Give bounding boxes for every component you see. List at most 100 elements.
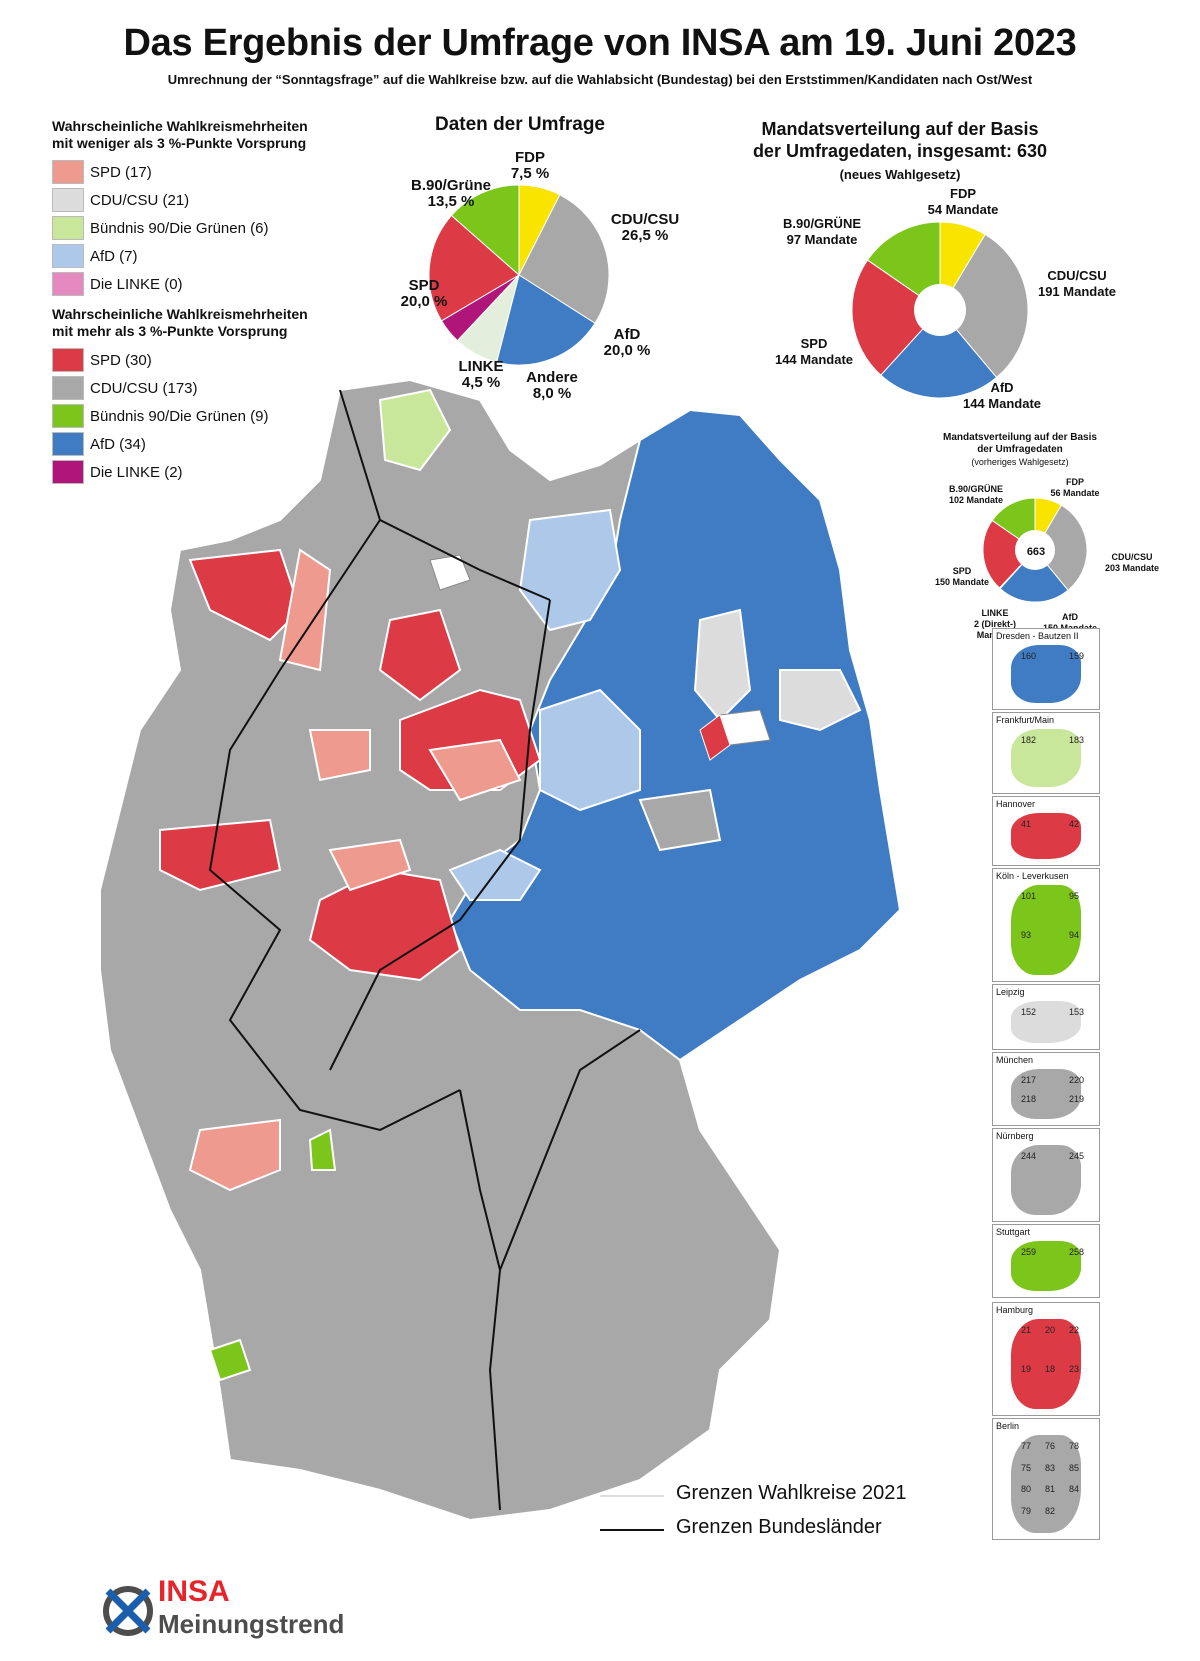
inset-constituency-number: 159 [1069, 651, 1085, 661]
map-title: Das Ergebnis der Umfrage von INSA am 19.… [123, 22, 1077, 64]
legend-over3-swatch [52, 432, 84, 456]
boundary-line-bundeslaender [600, 1529, 664, 1531]
legend-over3-label: CDU/CSU (173) [90, 379, 198, 397]
seats-old-slice-spd [982, 519, 1036, 589]
inset-area [1011, 1319, 1081, 1409]
inset-constituency-number: 217 [1021, 1075, 1037, 1085]
region-afd-light-2 [539, 688, 641, 812]
legend-over3-item: Bündnis 90/Die Grünen (9) [52, 402, 382, 430]
inset-area [1011, 729, 1081, 787]
seats-old-donut [982, 497, 1088, 603]
boundary-label-bundeslaender: Grenzen Bundesländer [676, 1516, 882, 1538]
legend-over3-swatch [52, 376, 84, 400]
poll-chart-title: Daten der Umfrage [435, 114, 605, 135]
inset-constituency-number: 245 [1069, 1151, 1085, 1161]
region-afd-east [448, 408, 902, 1062]
region-spd-berlin-ring [699, 714, 731, 761]
legend-over3-label: AfD (34) [90, 435, 146, 453]
inset-constituency-number: 41 [1021, 819, 1032, 829]
seats-new-title: Mandatsverteilung auf der Basis der Umfr… [752, 119, 1048, 182]
legend-under3-item: AfD (7) [52, 242, 382, 270]
poll-slice-afd [496, 274, 596, 366]
region-spd-light-hessen [328, 838, 412, 892]
inset-constituency-number: 220 [1069, 1075, 1085, 1085]
inset-frankfurt-main: Frankfurt/Main 182 183 [992, 712, 1100, 794]
inset-name: Frankfurt/Main [996, 715, 1055, 725]
region-spd-nds [378, 608, 462, 702]
insa-logo-icon [103, 1586, 153, 1636]
seats-old-slice-cdu-csu [1034, 504, 1088, 591]
legend-under3-item: SPD (17) [52, 158, 382, 186]
inset-area [1011, 1001, 1081, 1043]
seats-old-title: Mandatsverteilung auf der Basis der Umfr… [943, 432, 1097, 467]
region-cdu-east-3 [638, 788, 722, 852]
seats-new-label-cdu: CDU/CSU 191 Mandate [1037, 268, 1117, 299]
seats-new-label-afd: AfD 144 Mandate [962, 380, 1042, 411]
legend-over3-item: AfD (34) [52, 430, 382, 458]
legend-under3-item: Bündnis 90/Die Grünen (6) [52, 214, 382, 242]
seats-old-label-spd: SPD 150 Mandate [934, 566, 990, 587]
region-spd-light-sw [188, 1118, 281, 1192]
inset-constituency-number: 183 [1069, 735, 1085, 745]
seats-new-slice-afd [880, 309, 998, 399]
boundary-line-wahlkreise [600, 1495, 664, 1497]
inset-constituency-number: 82 [1045, 1505, 1056, 1516]
inset-constituency-number: 78 [1069, 1441, 1080, 1451]
inset-name: Hannover [996, 799, 1036, 809]
poll-label-gruene: B.90/Grüne 13,5 % [410, 177, 492, 210]
seats-new-slice-cdu-csu [939, 233, 1029, 379]
inset-name: Hamburg [996, 1305, 1034, 1315]
inset-name: München [996, 1055, 1034, 1065]
inset-hamburg: Hamburg 21 20 22 19 18 23 [992, 1302, 1100, 1416]
legend-over3-swatch [52, 348, 84, 372]
inset-constituency-number: 259 [1021, 1247, 1037, 1257]
inset-constituency-number: 18 [1045, 1364, 1056, 1374]
inset-constituency-number: 42 [1069, 819, 1080, 829]
legend-under3-swatch [52, 216, 84, 240]
inset-area [1011, 1145, 1081, 1215]
seats-new-donut [851, 221, 1029, 399]
inset-constituency-number: 75 [1021, 1462, 1032, 1473]
legend-over3-title: Wahrscheinliche Wahlkreismehrheiten mit … [52, 306, 382, 340]
legend-under3-swatch [52, 244, 84, 268]
inset-constituency-number: 19 [1021, 1364, 1032, 1374]
inset-constituency-number: 22 [1069, 1325, 1080, 1335]
inset-area [1011, 1241, 1081, 1291]
inset-name: Leipzig [996, 987, 1025, 997]
inset-constituency-number: 95 [1069, 891, 1080, 901]
region-hamburg [429, 554, 471, 591]
inset-area [1011, 1435, 1081, 1533]
inset-constituency-number: 85 [1069, 1462, 1080, 1473]
inset-name: Köln - Leverkusen [996, 871, 1069, 881]
seats-old-label-gruene: B.90/GRÜNE 102 Mandate [948, 484, 1004, 505]
seats-old-slice-afd [999, 549, 1069, 603]
legend-over3-item: Die LINKE (2) [52, 458, 382, 486]
poll-label-cdu: CDU/CSU 26,5 % [610, 211, 680, 244]
poll-label-linke: LINKE 4,5 % [458, 358, 504, 391]
legend-under3-label: CDU/CSU (21) [90, 191, 190, 209]
inset-constituency-number: 153 [1069, 1007, 1085, 1017]
region-gruene-fr [308, 1128, 337, 1171]
boundary-label-wahlkreise: Grenzen Wahlkreise 2021 [676, 1482, 907, 1504]
seats-new-slice-spd [851, 259, 941, 376]
legend-under3-title-line2: mit weniger als 3 %-Punkte Vorsprung [52, 135, 307, 151]
inset-hannover: Hannover 41 42 [992, 796, 1100, 866]
legend-over3-label: SPD (30) [90, 351, 152, 369]
region-gruene-south [208, 1338, 252, 1382]
state-borders [208, 389, 641, 1511]
inset-area [1011, 813, 1081, 859]
region-afd-light-3 [448, 848, 542, 901]
inset-name: Nürnberg [996, 1131, 1034, 1141]
poll-slice-cdu-csu [518, 194, 610, 324]
region-cdu-east-1 [693, 608, 752, 722]
inset-constituency-number: 83 [1045, 1462, 1056, 1473]
seats-old-hole [1015, 530, 1055, 570]
inset-constituency-number: 80 [1021, 1484, 1032, 1494]
legend-under3-label: AfD (7) [90, 247, 138, 265]
legend-under3-item: Die LINKE (0) [52, 270, 382, 298]
germany-constituency-map [99, 378, 902, 1522]
insa-brand: INSA [158, 1575, 230, 1608]
inset-constituency-number: 23 [1069, 1364, 1080, 1374]
poll-label-spd: SPD 20,0 % [400, 277, 448, 310]
poll-label-fdp: FDP 7,5 % [510, 149, 550, 182]
